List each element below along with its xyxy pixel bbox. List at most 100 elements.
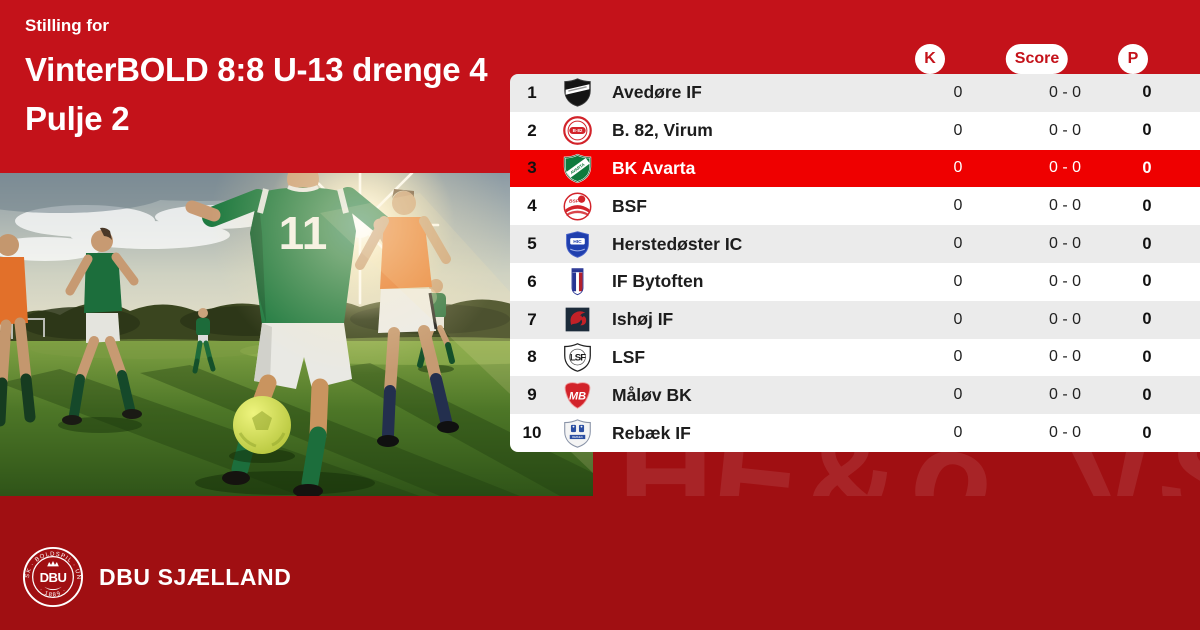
footer: DANSK · BOLDSPIL · UNION · 1889 · DBU DB… (22, 546, 291, 608)
team-name: BK Avarta (612, 157, 696, 178)
left-edge-player (0, 234, 36, 427)
rank-cell: 9 (527, 385, 537, 405)
svg-text:· 1889 ·: · 1889 · (38, 587, 68, 598)
column-header-score: Score (1005, 44, 1069, 74)
watermark-glyph: H (618, 452, 713, 496)
football (229, 396, 295, 463)
k-value: 0 (953, 197, 963, 215)
emblem-wings-icon (44, 586, 62, 591)
p-value: 0 (1142, 121, 1152, 140)
team-name: LSF (612, 346, 646, 367)
k-value: 0 (953, 386, 963, 404)
watermark-glyph: E (706, 452, 809, 496)
rank-cell: 10 (522, 423, 542, 443)
rank-cell: 3 (527, 158, 537, 178)
p-value: 0 (1142, 310, 1152, 329)
team-name: Rebæk IF (612, 422, 691, 443)
k-value: 0 (953, 83, 963, 101)
team-name: BSF (612, 195, 647, 216)
brand-name: DBU SJÆLLAND (99, 563, 292, 590)
score-value: 0 - 0 (1048, 235, 1081, 253)
svg-text:B-82: B-82 (572, 128, 582, 133)
distant-player (192, 308, 216, 374)
table-row: 10 REBÆK Rebæk IF 0 0 - 0 0 (510, 414, 1200, 452)
k-value: 0 (953, 424, 963, 442)
column-header-p: P (1118, 44, 1148, 74)
avedore-if-crest-icon (554, 77, 600, 108)
team-name: Herstedøster IC (612, 233, 743, 254)
rank-cell: 1 (527, 82, 537, 102)
team-name: Avedøre IF (612, 82, 702, 103)
score-value: 0 - 0 (1048, 121, 1081, 139)
rank-cell: 5 (527, 234, 537, 254)
table-row: 2 B-82 B. 82, Virum 0 0 - 0 0 (510, 111, 1200, 150)
table-row: 4 BSF BSF 0 0 - 0 0 (510, 187, 1200, 226)
p-value: 0 (1142, 423, 1152, 442)
page-title: VinterBOLD 8:8 U-13 drenge 4 Pulje 2 (25, 45, 488, 143)
k-value: 0 (953, 159, 963, 177)
team-name: Ishøj IF (612, 309, 674, 330)
score-value: 0 - 0 (1048, 348, 1081, 366)
p-value: 0 (1142, 347, 1152, 366)
standings-table: 1 Avedøre IF 0 0 - 0 0 2 B-82 B. 82, Vir… (510, 74, 1200, 452)
watermark-glyph: V (1061, 452, 1164, 496)
bk-avarta-crest-icon: AVARTA (554, 153, 600, 184)
rank-cell: 2 (527, 120, 537, 140)
svg-text:MB: MB (568, 390, 585, 402)
svg-text:BSF: BSF (568, 198, 579, 204)
k-value: 0 (953, 310, 963, 328)
score-value: 0 - 0 (1048, 310, 1081, 328)
score-value: 0 - 0 (1048, 386, 1081, 404)
rank-cell: 7 (527, 309, 537, 329)
table-row: 5 HIC Herstedøster IC 0 0 - 0 0 (510, 225, 1200, 263)
table-row: 8 LSF LSF 0 0 - 0 0 (510, 338, 1200, 377)
score-value: 0 - 0 (1048, 424, 1081, 442)
p-value: 0 (1142, 385, 1152, 404)
rank-cell: 8 (527, 347, 537, 367)
watermark-glyph: o (897, 452, 1011, 496)
table-row: 1 Avedøre IF 0 0 - 0 0 (510, 74, 1200, 112)
p-value: 0 (1142, 158, 1152, 177)
malov-bk-crest-icon: MB (554, 380, 600, 411)
score-value: 0 - 0 (1048, 159, 1081, 177)
lsf-crest-icon: LSF (554, 342, 600, 373)
pretitle: Stilling for (25, 16, 110, 35)
emblem-crown-icon (47, 561, 59, 567)
match-photo-illustration: 11 (0, 173, 593, 496)
title-line-2: Pulje 2 (25, 100, 130, 137)
score-value: 0 - 0 (1048, 83, 1081, 101)
ishoj-if-crest-icon (554, 304, 600, 335)
watermark-pattern: H E & o V S (548, 452, 1200, 496)
table-row: 7 Ishøj IF 0 0 - 0 0 (510, 300, 1200, 339)
k-value: 0 (953, 272, 963, 290)
emblem-year-text: · 1889 · (38, 587, 67, 598)
dbu-emblem-logo: DANSK · BOLDSPIL · UNION · 1889 · DBU (22, 546, 84, 608)
herstedoster-ic-crest-icon: HIC (554, 229, 600, 260)
k-value: 0 (953, 121, 963, 139)
left-runner-player (58, 227, 142, 433)
team-name: Måløv BK (612, 384, 692, 405)
table-row: 9 MB Måløv BK 0 0 - 0 0 (510, 376, 1200, 415)
header: Stilling for VinterBOLD 8:8 U-13 drenge … (25, 16, 488, 143)
emblem-center-text: DBU (40, 570, 67, 585)
svg-text:HIC: HIC (573, 239, 582, 245)
rank-cell: 6 (527, 271, 537, 291)
bsf-crest-icon: BSF (554, 191, 600, 222)
score-value: 0 - 0 (1048, 272, 1081, 290)
rank-cell: 4 (527, 196, 537, 216)
rebaek-if-crest-icon: REBÆK (554, 418, 600, 449)
if-bytoften-crest-icon (554, 266, 600, 297)
column-header-k: K (915, 44, 945, 74)
team-name: IF Bytoften (612, 271, 704, 292)
watermark-glyph: S (1143, 452, 1200, 496)
b82-virum-crest-icon: B-82 (554, 115, 600, 146)
p-value: 0 (1142, 234, 1152, 253)
table-row: 6 IF Bytoften 0 0 - 0 0 (510, 262, 1200, 301)
team-name: B. 82, Virum (612, 120, 713, 141)
k-value: 0 (953, 235, 963, 253)
title-line-1: VinterBOLD 8:8 U-13 drenge 4 (25, 51, 488, 88)
p-value: 0 (1142, 83, 1152, 102)
k-value: 0 (953, 348, 963, 366)
svg-text:LSF: LSF (569, 353, 585, 364)
